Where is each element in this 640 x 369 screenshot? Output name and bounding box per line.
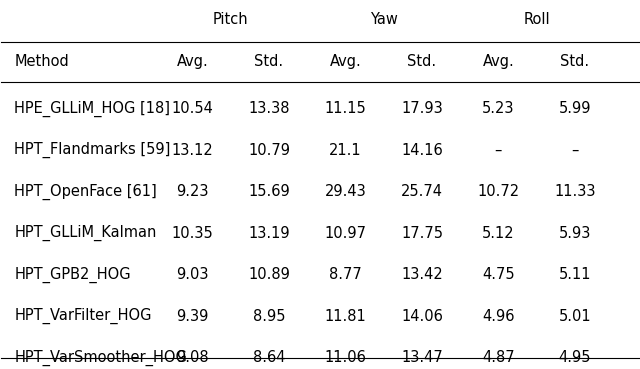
Text: 11.81: 11.81 <box>324 309 366 324</box>
Text: HPT_VarFilter_HOG: HPT_VarFilter_HOG <box>14 308 152 324</box>
Text: 8.77: 8.77 <box>329 267 362 282</box>
Text: 10.72: 10.72 <box>477 184 520 199</box>
Text: HPT_OpenFace [61]: HPT_OpenFace [61] <box>14 184 157 200</box>
Text: 4.87: 4.87 <box>482 350 515 365</box>
Text: HPT_Flandmarks [59]: HPT_Flandmarks [59] <box>14 142 170 158</box>
Text: 15.69: 15.69 <box>248 184 290 199</box>
Text: HPT_GLLiM_Kalman: HPT_GLLiM_Kalman <box>14 225 157 241</box>
Text: Roll: Roll <box>524 12 550 27</box>
Text: 4.75: 4.75 <box>482 267 515 282</box>
Text: 13.47: 13.47 <box>401 350 443 365</box>
Text: Std.: Std. <box>408 54 436 69</box>
Text: 25.74: 25.74 <box>401 184 443 199</box>
Text: 4.96: 4.96 <box>482 309 515 324</box>
Text: 14.06: 14.06 <box>401 309 443 324</box>
Text: 11.06: 11.06 <box>324 350 367 365</box>
Text: 9.08: 9.08 <box>176 350 209 365</box>
Text: HPE_GLLiM_HOG [18]: HPE_GLLiM_HOG [18] <box>14 101 170 117</box>
Text: Avg.: Avg. <box>330 54 362 69</box>
Text: 11.33: 11.33 <box>554 184 596 199</box>
Text: 9.23: 9.23 <box>176 184 209 199</box>
Text: 10.35: 10.35 <box>172 226 213 241</box>
Text: 5.12: 5.12 <box>482 226 515 241</box>
Text: 10.89: 10.89 <box>248 267 290 282</box>
Text: 5.99: 5.99 <box>559 101 591 116</box>
Text: 8.64: 8.64 <box>253 350 285 365</box>
Text: 21.1: 21.1 <box>329 143 362 158</box>
Text: 4.95: 4.95 <box>559 350 591 365</box>
Text: 11.15: 11.15 <box>324 101 366 116</box>
Text: 5.93: 5.93 <box>559 226 591 241</box>
Text: –: – <box>495 143 502 158</box>
Text: 9.03: 9.03 <box>176 267 209 282</box>
Text: 17.93: 17.93 <box>401 101 443 116</box>
Text: –: – <box>572 143 579 158</box>
Text: 13.42: 13.42 <box>401 267 443 282</box>
Text: 10.54: 10.54 <box>172 101 214 116</box>
Text: 29.43: 29.43 <box>324 184 366 199</box>
Text: 9.39: 9.39 <box>177 309 209 324</box>
Text: 8.95: 8.95 <box>253 309 285 324</box>
Text: 13.19: 13.19 <box>248 226 290 241</box>
Text: 14.16: 14.16 <box>401 143 443 158</box>
Text: Std.: Std. <box>561 54 589 69</box>
Text: HPT_VarSmoother_HOG: HPT_VarSmoother_HOG <box>14 350 187 366</box>
Text: Yaw: Yaw <box>370 12 397 27</box>
Text: Method: Method <box>14 54 69 69</box>
Text: 10.79: 10.79 <box>248 143 290 158</box>
Text: Avg.: Avg. <box>177 54 209 69</box>
Text: 5.23: 5.23 <box>482 101 515 116</box>
Text: Pitch: Pitch <box>213 12 248 27</box>
Text: Std.: Std. <box>255 54 284 69</box>
Text: 13.12: 13.12 <box>172 143 213 158</box>
Text: 17.75: 17.75 <box>401 226 443 241</box>
Text: Avg.: Avg. <box>483 54 515 69</box>
Text: 10.97: 10.97 <box>324 226 367 241</box>
Text: 5.01: 5.01 <box>559 309 591 324</box>
Text: 13.38: 13.38 <box>248 101 290 116</box>
Text: 5.11: 5.11 <box>559 267 591 282</box>
Text: HPT_GPB2_HOG: HPT_GPB2_HOG <box>14 267 131 283</box>
